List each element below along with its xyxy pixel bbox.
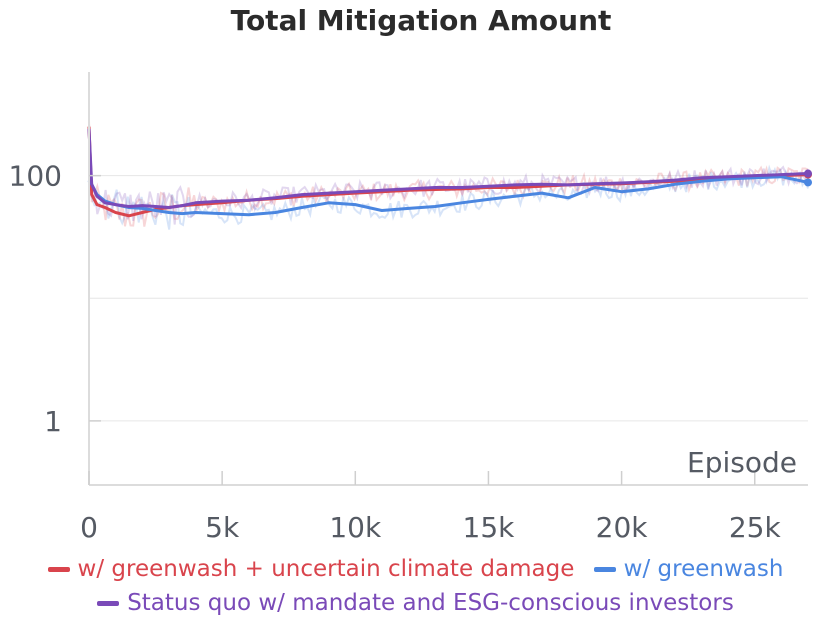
series-point xyxy=(220,199,224,203)
series-point xyxy=(700,180,703,183)
series-point xyxy=(300,206,304,209)
series-point xyxy=(103,201,107,204)
series-point xyxy=(780,173,783,176)
series-point xyxy=(141,204,144,207)
series-point xyxy=(434,205,437,208)
legend-item-greenwash[interactable]: w/ greenwash xyxy=(593,556,784,582)
series-point xyxy=(354,190,357,193)
series-point xyxy=(407,187,410,191)
series-point xyxy=(540,191,543,195)
series-line xyxy=(87,175,809,217)
series-point xyxy=(593,182,597,185)
series-point xyxy=(220,212,224,215)
series-point xyxy=(407,207,410,210)
series-point xyxy=(593,186,597,189)
series-point xyxy=(114,203,117,206)
chart-title: Total Mitigation Amount xyxy=(231,4,612,37)
series-point xyxy=(141,207,144,210)
series-point xyxy=(154,205,157,208)
x-tick-label: 0 xyxy=(80,511,98,544)
series-point xyxy=(647,187,650,191)
grid-layer xyxy=(89,175,808,422)
series-point xyxy=(167,211,171,214)
legend-label: Status quo w/ mandate and ESG-conscious … xyxy=(127,590,734,616)
series-point xyxy=(354,203,357,206)
series-point xyxy=(620,190,623,193)
series-point xyxy=(753,174,756,177)
series-point xyxy=(90,193,93,196)
series-point xyxy=(753,176,756,179)
series-point xyxy=(673,183,677,186)
legend-row-1: w/ greenwash + uncertain climate damage … xyxy=(0,556,831,582)
series-line-layer xyxy=(87,125,812,218)
legend-item-status-quo[interactable]: Status quo w/ mandate and ESG-conscious … xyxy=(97,590,734,616)
series-point xyxy=(247,213,250,216)
legend-item-greenwash-uncertain[interactable]: w/ greenwash + uncertain climate damage xyxy=(47,556,575,582)
legend-label: w/ greenwash + uncertain climate damage xyxy=(77,556,575,582)
series-point xyxy=(327,201,330,204)
series-point xyxy=(127,205,131,208)
series-point xyxy=(513,195,517,198)
y-tick-label: 100 xyxy=(9,160,62,193)
series-point xyxy=(167,206,171,209)
axis-layer: 0 5k 10k 15k 20k 25k 1 100 xyxy=(9,72,808,544)
x-tick-label: 5k xyxy=(205,511,240,544)
y-tick-label: 1 xyxy=(44,405,62,438)
series-point xyxy=(127,214,131,217)
x-tick-label: 20k xyxy=(596,511,649,544)
series-point xyxy=(620,181,623,185)
series-point xyxy=(90,183,93,186)
series-point xyxy=(487,198,490,201)
series-point xyxy=(460,201,463,204)
series-point xyxy=(95,195,99,198)
series-end-marker xyxy=(804,169,812,178)
x-tick-label: 10k xyxy=(329,511,382,544)
x-tick-label: 25k xyxy=(729,511,782,544)
series-point xyxy=(726,175,730,178)
series-point xyxy=(513,183,517,187)
series-point xyxy=(154,209,157,212)
series-point xyxy=(673,178,677,182)
legend-swatch-icon xyxy=(47,567,70,572)
series-point xyxy=(247,199,250,202)
series-point xyxy=(460,186,463,189)
x-tick-label: 15k xyxy=(463,511,516,544)
series-point xyxy=(300,193,304,196)
series-point xyxy=(513,186,517,189)
series-point xyxy=(141,211,144,214)
series-point xyxy=(380,209,384,212)
series-point xyxy=(380,189,384,192)
series-point xyxy=(181,204,184,207)
legend-swatch-icon xyxy=(593,567,616,572)
series-point xyxy=(114,211,117,214)
series-point xyxy=(103,206,107,209)
chart-svg: Total Mitigation Amount 0 5k 10k 15k 20k 25k 1… xyxy=(9,4,812,544)
series-end-marker xyxy=(804,178,812,187)
series-point xyxy=(700,176,703,179)
series-point xyxy=(194,211,197,214)
series-point xyxy=(647,180,650,183)
series-point xyxy=(194,201,197,204)
series-point xyxy=(274,196,277,199)
series-point xyxy=(274,211,277,214)
series-point xyxy=(181,212,184,215)
legend-swatch-icon xyxy=(97,601,120,606)
legend-label: w/ greenwash xyxy=(623,556,784,582)
legend-row-2: Status quo w/ mandate and ESG-conscious … xyxy=(0,590,831,616)
series-point xyxy=(327,191,330,195)
series-point xyxy=(567,183,570,187)
series-point xyxy=(95,203,99,206)
series-point xyxy=(487,185,490,188)
series-point xyxy=(434,186,437,189)
series-point xyxy=(726,177,730,181)
x-axis-label: Episode xyxy=(687,446,797,479)
series-point xyxy=(540,183,543,186)
series-point xyxy=(567,196,570,199)
series-noise-band xyxy=(88,120,809,227)
series-line xyxy=(87,128,809,209)
